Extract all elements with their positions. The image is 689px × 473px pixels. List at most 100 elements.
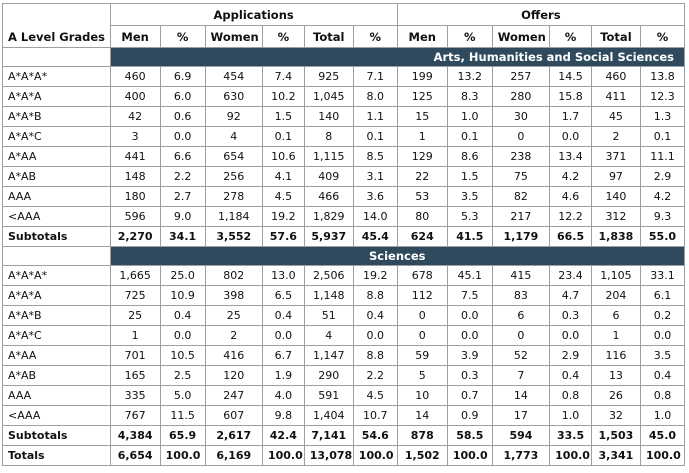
table-row: <AAA 596 9.0 1,184 19.2 1,829 14.0 80 5.3 217 12.2… bbox=[2, 206, 686, 227]
row-label: Subtotals bbox=[2, 226, 111, 247]
cell-value: 0 bbox=[491, 325, 551, 346]
cell-value: 256 bbox=[204, 166, 263, 187]
cell-value: 441 bbox=[109, 146, 161, 167]
cell-value: 10.9 bbox=[159, 285, 206, 306]
cell-value: 54.6 bbox=[352, 425, 398, 446]
cell-value: 8.3 bbox=[446, 86, 493, 107]
cell-value: 624 bbox=[396, 226, 448, 247]
cell-value: 0.8 bbox=[639, 385, 686, 406]
cell-value: 4.5 bbox=[352, 385, 398, 406]
cell-value: 75 bbox=[491, 166, 551, 187]
table-row: A*A*B 42 0.6 92 1.5 140 1.1 15 1.0 30 1.7 45 1.3 bbox=[2, 106, 686, 127]
table-row: A*AB 148 2.2 256 4.1 409 3.1 22 1.5 75 4.2 97 2.9 bbox=[2, 166, 686, 187]
cell-value: 2,506 bbox=[303, 265, 354, 286]
cell-value: 6.9 bbox=[159, 66, 206, 87]
cell-value: 0.2 bbox=[639, 305, 686, 326]
grades-table: A Level Grades Applications Offers Men %… bbox=[2, 3, 686, 466]
cell-value: 6.5 bbox=[261, 285, 305, 306]
cell-value: 217 bbox=[491, 206, 551, 227]
cell-value: 0.0 bbox=[549, 325, 592, 346]
cell-value: 257 bbox=[491, 66, 551, 87]
cell-value: 12.2 bbox=[549, 206, 592, 227]
cell-value: 59 bbox=[396, 345, 448, 366]
row-label-header: A Level Grades bbox=[2, 3, 111, 48]
cell-value: 1 bbox=[109, 325, 161, 346]
row-label: A*A*A bbox=[2, 285, 111, 306]
cell-value: 4,384 bbox=[109, 425, 161, 446]
row-label: Subtotals bbox=[2, 425, 111, 446]
row-label: AAA bbox=[2, 385, 111, 406]
cell-value: 802 bbox=[204, 265, 263, 286]
cell-value: 140 bbox=[303, 106, 354, 127]
cell-value: 10.7 bbox=[352, 405, 398, 426]
cell-value: 678 bbox=[396, 265, 448, 286]
cell-value: 3,341 bbox=[590, 445, 641, 466]
cell-value: 15.8 bbox=[549, 86, 592, 107]
cell-value: 33.1 bbox=[639, 265, 686, 286]
cell-value: 0.1 bbox=[261, 126, 305, 147]
cell-value: 12.3 bbox=[639, 86, 686, 107]
cell-value: 7.5 bbox=[446, 285, 493, 306]
cell-value: 6,654 bbox=[109, 445, 161, 466]
cell-value: 3,552 bbox=[204, 226, 263, 247]
cell-value: 5 bbox=[396, 365, 448, 386]
table-row: AAA 335 5.0 247 4.0 591 4.5 10 0.7 14 0.8 26 0.8 bbox=[2, 385, 686, 406]
cell-value: 2.7 bbox=[159, 186, 206, 207]
cell-value: 32 bbox=[590, 405, 641, 426]
cell-value: 9.8 bbox=[261, 405, 305, 426]
col-header: Men bbox=[396, 25, 448, 48]
cell-value: 4.7 bbox=[549, 285, 592, 306]
cell-value: 6,169 bbox=[204, 445, 263, 466]
row-label: AAA bbox=[2, 186, 111, 207]
cell-value: 0.0 bbox=[261, 325, 305, 346]
cell-value: 3.1 bbox=[352, 166, 398, 187]
cell-value: 33.5 bbox=[549, 425, 592, 446]
cell-value: 51 bbox=[303, 305, 354, 326]
col-header: Women bbox=[204, 25, 263, 48]
section-gutter bbox=[2, 47, 111, 67]
cell-value: 14 bbox=[396, 405, 448, 426]
cell-value: 416 bbox=[204, 345, 263, 366]
cell-value: 925 bbox=[303, 66, 354, 87]
section-title: Arts, Humanities and Social Sciences bbox=[109, 47, 686, 67]
col-header: % bbox=[261, 25, 305, 48]
cell-value: 596 bbox=[109, 206, 161, 227]
cell-value: 13.4 bbox=[549, 146, 592, 167]
cell-value: 1.3 bbox=[639, 106, 686, 127]
cell-value: 26 bbox=[590, 385, 641, 406]
section-header-row: Sciences bbox=[2, 246, 686, 266]
cell-value: 45.0 bbox=[639, 425, 686, 446]
cell-value: 278 bbox=[204, 186, 263, 207]
section-title: Sciences bbox=[109, 246, 686, 266]
cell-value: 3.5 bbox=[639, 345, 686, 366]
cell-value: 1,829 bbox=[303, 206, 354, 227]
cell-value: 17 bbox=[491, 405, 551, 426]
col-header: Total bbox=[303, 25, 354, 48]
cell-value: 97 bbox=[590, 166, 641, 187]
cell-value: 140 bbox=[590, 186, 641, 207]
cell-value: 6.0 bbox=[159, 86, 206, 107]
col-header: % bbox=[446, 25, 493, 48]
cell-value: 0 bbox=[396, 325, 448, 346]
cell-value: 335 bbox=[109, 385, 161, 406]
cell-value: 1,148 bbox=[303, 285, 354, 306]
cell-value: 466 bbox=[303, 186, 354, 207]
cell-value: 1,502 bbox=[396, 445, 448, 466]
table-row: <AAA 767 11.5 607 9.8 1,404 10.7 14 0.9 17 1.0 32 1.… bbox=[2, 405, 686, 426]
cell-value: 5.3 bbox=[446, 206, 493, 227]
cell-value: 398 bbox=[204, 285, 263, 306]
cell-value: 3 bbox=[109, 126, 161, 147]
cell-value: 0.9 bbox=[446, 405, 493, 426]
cell-value: 5,937 bbox=[303, 226, 354, 247]
cell-value: 1.0 bbox=[549, 405, 592, 426]
cell-value: 607 bbox=[204, 405, 263, 426]
cell-value: 2.5 bbox=[159, 365, 206, 386]
cell-value: 10.6 bbox=[261, 146, 305, 167]
cell-value: 34.1 bbox=[159, 226, 206, 247]
cell-value: 10.2 bbox=[261, 86, 305, 107]
cell-value: 6 bbox=[491, 305, 551, 326]
table-row: A*A*C 1 0.0 2 0.0 4 0.0 0 0.0 0 0.0 1 0.0 bbox=[2, 325, 686, 346]
cell-value: 4 bbox=[204, 126, 263, 147]
cell-value: 9.0 bbox=[159, 206, 206, 227]
cell-value: 1,147 bbox=[303, 345, 354, 366]
